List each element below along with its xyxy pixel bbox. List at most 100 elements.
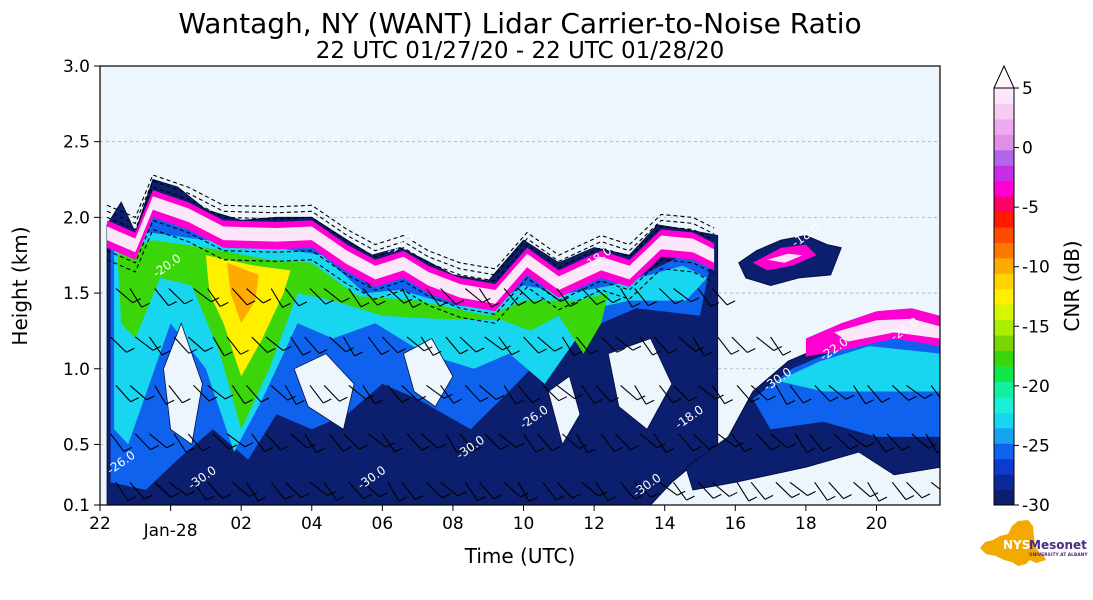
wind-barb-flag [656,443,666,449]
wind-barb [231,481,250,497]
cnr-clear-patch [607,338,673,430]
wind-barb [484,433,501,450]
wind-barb-flag [849,444,859,450]
wind-barb-flag [336,495,345,501]
wind-barbs [110,288,940,502]
wind-barb-flag [695,346,704,352]
wind-barb-flag [282,302,291,308]
wind-barb [814,481,828,501]
colorbar-swatch [994,242,1014,259]
wind-barb [284,481,302,498]
wind-barb [406,433,423,451]
wind-barb [847,433,867,448]
contour-line [106,186,715,282]
wind-barb [193,385,210,402]
x-tick-label: 08 [442,514,464,534]
wind-barb-flag [161,350,171,356]
wind-barb-flag [648,301,657,307]
wind-barb [173,433,187,453]
wind-barb [387,288,405,304]
wind-barb-flag [764,494,774,500]
wind-barb [595,481,609,502]
wind-barb-flag [787,443,796,449]
wind-barb-flag [374,399,384,405]
wind-barb-flag [302,350,312,356]
wind-barb [620,288,633,308]
wind-barb [478,481,495,500]
wind-barb [542,288,562,302]
wind-barb [620,384,638,401]
colorbar-frame [993,87,1015,506]
wind-barb [134,336,154,351]
colorbar-swatch [994,396,1014,413]
wind-barb-flag [515,399,525,405]
cnr-region [107,196,715,304]
wind-barb [575,433,588,454]
x-axis-label: Time (UTC) [464,544,576,568]
wind-barb-flag [473,446,482,452]
wind-barb [600,336,618,353]
wind-barb [692,336,705,357]
wind-barb [717,336,732,355]
wind-barb-flag [572,493,581,499]
wind-barb-flag [726,300,736,306]
wind-barb [226,433,246,448]
colorbar-swatch [994,412,1014,429]
wind-barb [193,288,212,303]
wind-barb [659,481,678,496]
wind-barb [556,384,575,400]
wind-barb-flag [417,395,427,401]
wind-barb [678,336,696,352]
wind-barb-flag [343,446,352,452]
colorbar-swatch [994,474,1014,491]
wind-barb-flag [878,496,888,502]
wind-barb-flag [130,397,139,403]
wind-barb-flag [901,445,911,451]
wind-barb [154,385,167,405]
wind-barb-flag [360,302,370,308]
wind-barb-flag [477,496,486,502]
x-tick-label: 06 [372,514,394,534]
colorbar-swatch [994,88,1014,104]
wind-barb [736,385,752,403]
wind-barb-flag [282,346,292,352]
wind-barb [212,336,225,357]
wind-barb [246,482,259,502]
wind-barb-flag [482,297,491,303]
wind-barb [614,433,631,451]
wind-barb-flag [767,395,776,401]
wind-barb [692,433,710,450]
wind-barb [149,433,167,449]
wind-barb [440,288,457,305]
colorbar-swatch [994,381,1014,398]
wind-barb [872,433,887,453]
wind-barb-flag [538,348,547,354]
wind-barb-flag [551,445,561,451]
wind-barb-flag [188,348,198,354]
wind-barb [906,481,923,499]
wind-barb [246,385,262,403]
wind-barb-flag [924,393,933,399]
wind-barb-flag [636,395,646,401]
wind-barb [853,481,871,498]
wind-barb [270,385,288,401]
wind-barb [420,336,434,356]
wind-barb [542,481,557,501]
wind-barb [362,481,380,498]
wind-barb [600,433,615,452]
wind-barb [658,385,674,404]
wind-barb-flag [491,302,500,308]
wind-barb-flag [206,495,215,501]
wind-barb-flag [341,297,350,303]
wind-barb-flag [692,446,702,452]
colorbar-tick-label: -25 [1022,436,1050,456]
wind-barb [697,288,712,307]
wind-barb-flag [262,298,272,304]
wind-barb [459,336,477,353]
cnr-clear-patch [163,322,203,446]
wind-barb [697,384,716,400]
wind-barb-flag [298,301,308,307]
wind-barb [464,385,481,402]
wind-barb-flag [132,298,141,304]
